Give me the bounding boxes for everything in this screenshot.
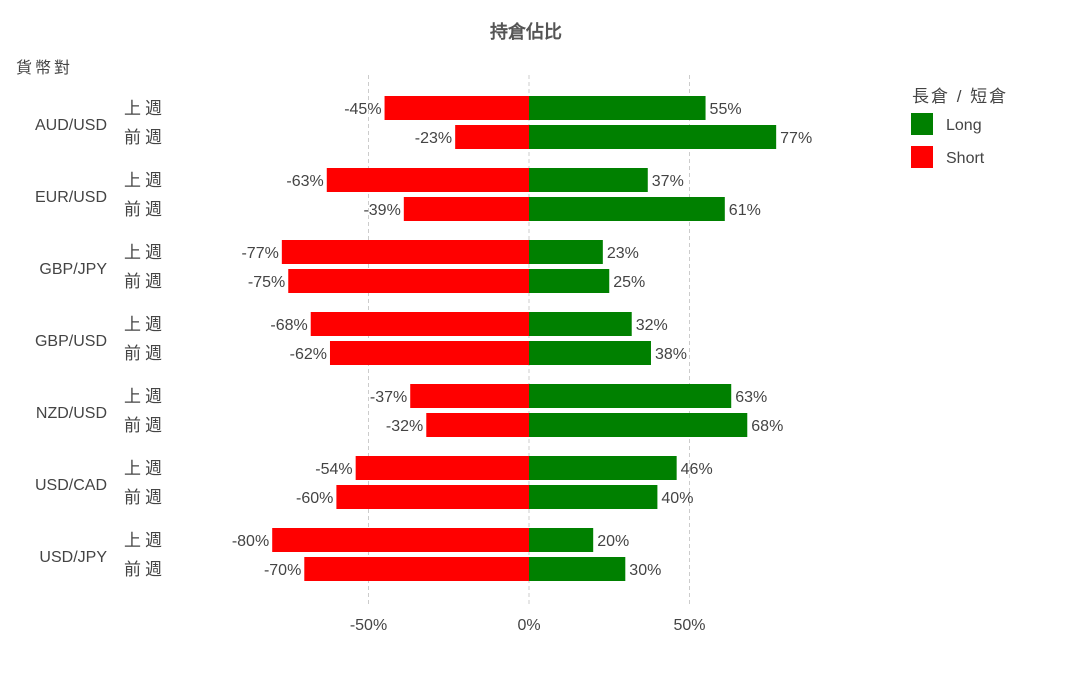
bar-short [281, 240, 529, 264]
week-label: 前週 [124, 488, 166, 507]
data-label: -37% [370, 389, 407, 406]
bar-short [336, 485, 529, 509]
bar-long [529, 168, 648, 192]
bar-long [529, 456, 677, 480]
y-axis-title: 貨幣對 [16, 59, 73, 77]
x-tick-label: 0% [517, 617, 540, 634]
data-label: 30% [629, 562, 661, 579]
data-label: 40% [661, 490, 693, 507]
bar-long [529, 384, 732, 408]
week-label: 前週 [124, 344, 166, 363]
legend: 長倉 / 短倉 Long Short [911, 87, 1008, 168]
data-label: 23% [607, 245, 639, 262]
data-label: -80% [232, 533, 269, 550]
bar-long [529, 240, 603, 264]
bar-short [288, 269, 529, 293]
data-label: -60% [296, 490, 333, 507]
data-label: -39% [363, 202, 400, 219]
data-label: 25% [613, 274, 645, 291]
bar-long [529, 96, 706, 120]
data-label: -77% [241, 245, 278, 262]
legend-title: 長倉 / 短倉 [912, 87, 1008, 106]
data-label: 68% [751, 418, 783, 435]
data-label: 77% [780, 130, 812, 147]
bar-long [529, 413, 748, 437]
data-label: 32% [636, 317, 668, 334]
week-label: 上週 [124, 171, 166, 190]
category-label: USD/JPY [39, 549, 107, 566]
category-label: AUD/USD [35, 117, 107, 134]
data-label: 55% [710, 101, 742, 118]
data-label: -54% [315, 461, 352, 478]
bar-short [272, 528, 529, 552]
bar-long [529, 269, 610, 293]
data-label: -70% [264, 562, 301, 579]
bar-short [403, 197, 529, 221]
legend-swatch-short [911, 146, 933, 168]
bar-short [329, 341, 529, 365]
data-label: -63% [286, 173, 323, 190]
data-label: 63% [735, 389, 767, 406]
bar-long [529, 557, 626, 581]
bar-long [529, 341, 651, 365]
data-label: -62% [290, 346, 327, 363]
data-label: 46% [681, 461, 713, 478]
chart-title: 持倉佔比 [490, 21, 562, 42]
bar-long [529, 528, 594, 552]
bar-short [455, 125, 529, 149]
bar-long [529, 485, 658, 509]
week-label: 前週 [124, 416, 166, 435]
data-label: 37% [652, 173, 684, 190]
labels: -50% 0% 50% AUD/USD 上週 55% -45% 前週 77% -23% EUR/US… [35, 99, 812, 634]
category-label: NZD/USD [36, 405, 107, 422]
legend-label-short: Short [946, 150, 985, 167]
legend-swatch-long [911, 113, 933, 135]
data-label: -68% [270, 317, 307, 334]
category-label: GBP/JPY [39, 261, 107, 278]
week-label: 前週 [124, 200, 166, 219]
week-label: 前週 [124, 560, 166, 579]
week-label: 上週 [124, 387, 166, 406]
bar-short [326, 168, 529, 192]
week-label: 上週 [124, 99, 166, 118]
bar-short [355, 456, 529, 480]
legend-label-long: Long [946, 117, 982, 134]
week-label: 上週 [124, 531, 166, 550]
category-label: GBP/USD [35, 333, 107, 350]
week-label: 上週 [124, 243, 166, 262]
bar-short [410, 384, 529, 408]
bar-long [529, 312, 632, 336]
data-label: 61% [729, 202, 761, 219]
data-label: 20% [597, 533, 629, 550]
grid-lines [368, 75, 690, 605]
x-tick-label: 50% [673, 617, 705, 634]
bar-short [310, 312, 529, 336]
data-label: -32% [386, 418, 423, 435]
category-label: EUR/USD [35, 189, 107, 206]
week-label: 前週 [124, 272, 166, 291]
bars [272, 96, 777, 581]
week-label: 上週 [124, 459, 166, 478]
bar-short [426, 413, 529, 437]
data-label: -75% [248, 274, 285, 291]
data-label: -45% [344, 101, 381, 118]
bar-long [529, 125, 777, 149]
week-label: 前週 [124, 128, 166, 147]
bar-short [384, 96, 529, 120]
bar-short [304, 557, 529, 581]
bar-long [529, 197, 725, 221]
x-tick-label: -50% [350, 617, 387, 634]
week-label: 上週 [124, 315, 166, 334]
data-label: 38% [655, 346, 687, 363]
data-label: -23% [415, 130, 452, 147]
category-label: USD/CAD [35, 477, 107, 494]
